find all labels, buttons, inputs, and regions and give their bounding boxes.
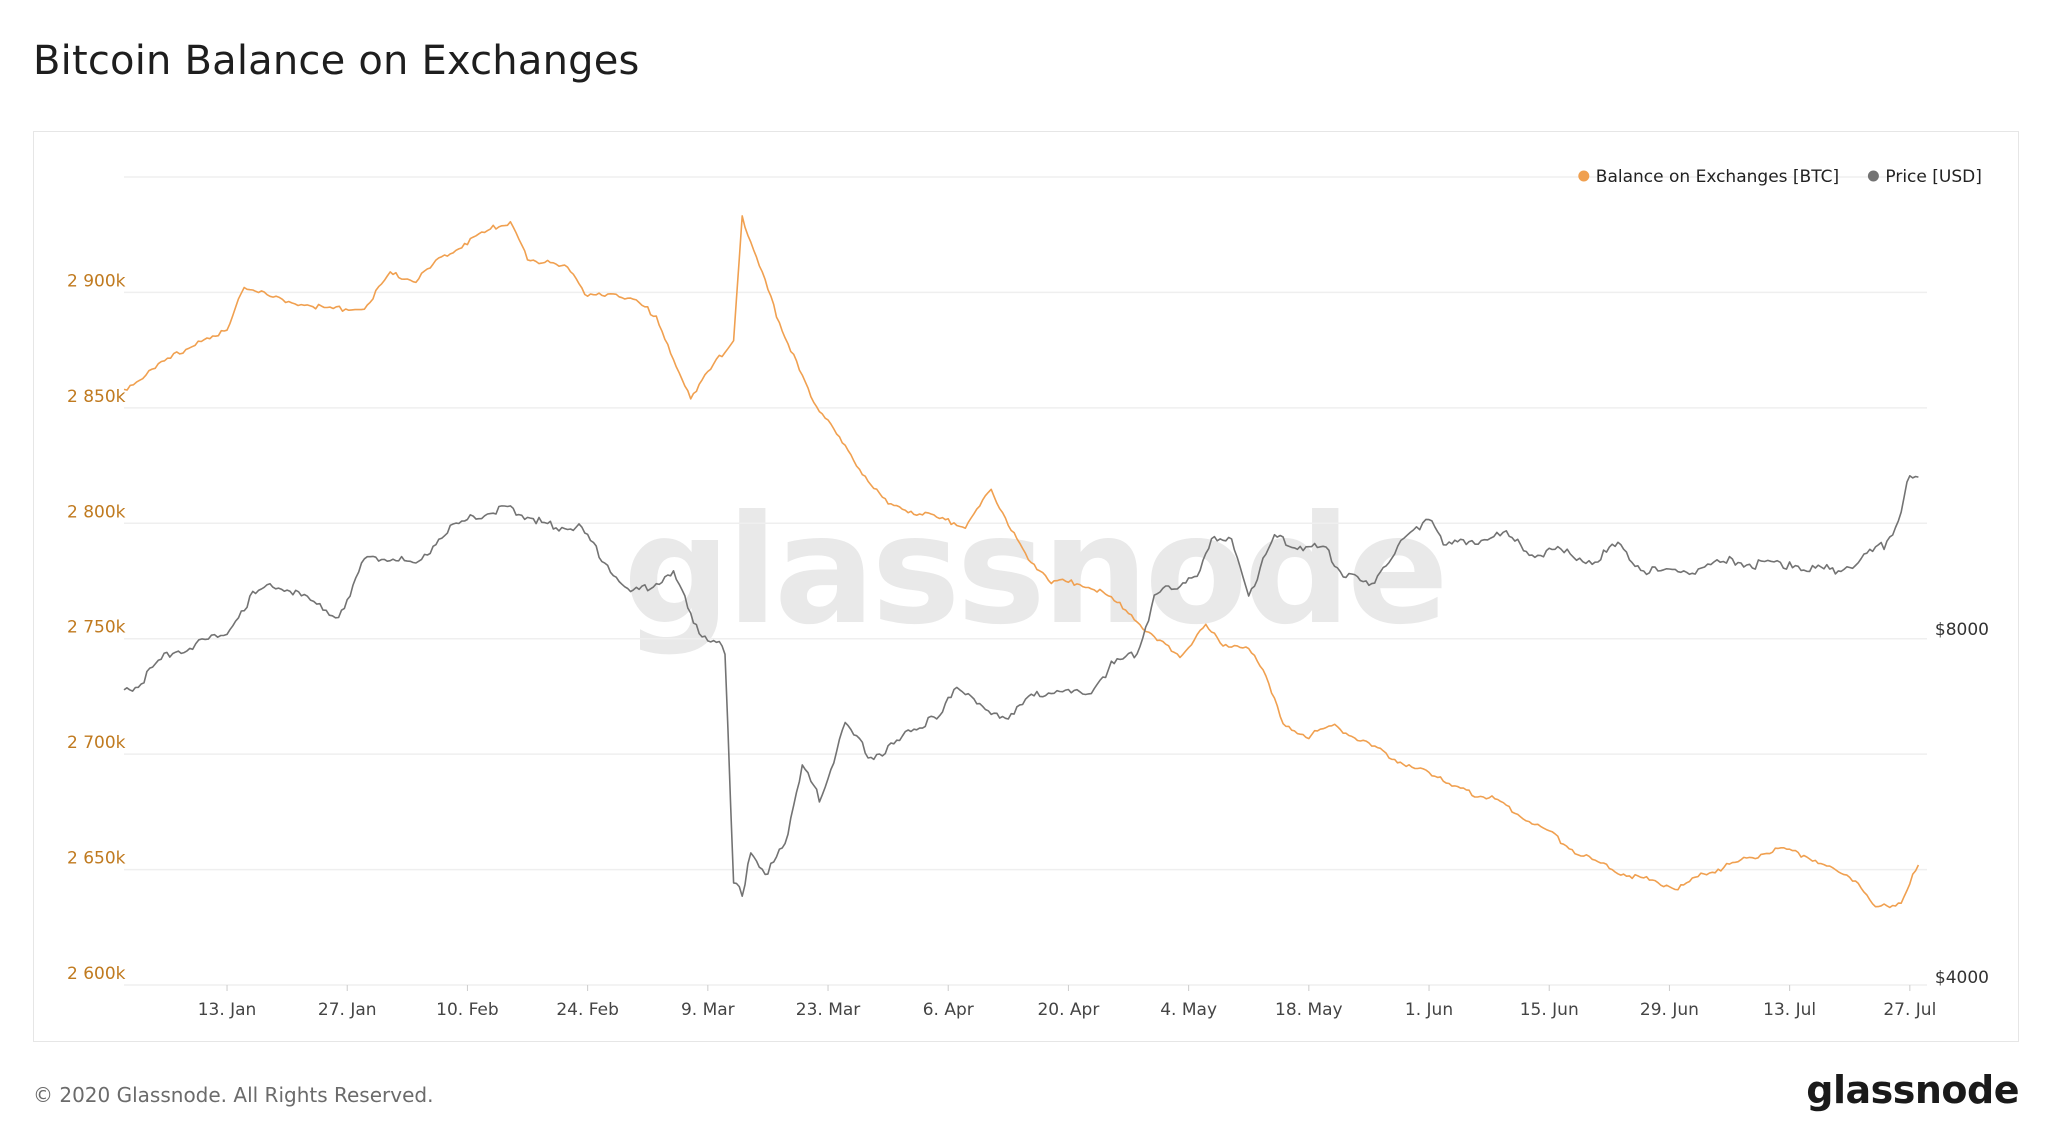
series-layer bbox=[123, 215, 1920, 909]
grid-lines bbox=[124, 176, 1927, 986]
legend-label: Price [USD] bbox=[1885, 167, 1981, 187]
chart-frame: glassnode 2 600k 2 650k 2 700k 2 750k 2 800k… bbox=[33, 131, 2019, 1042]
left-tick-label: 2 600k bbox=[67, 964, 126, 984]
left-tick-label: 2 700k bbox=[67, 733, 126, 753]
legend-dot bbox=[1578, 170, 1590, 182]
legend-item-balance[interactable]: Balance on Exchanges [BTC] bbox=[1578, 167, 1839, 187]
x-tick-label: 29. Jun bbox=[1640, 1000, 1699, 1020]
legend-item-price[interactable]: Price [USD] bbox=[1867, 167, 1982, 187]
right-axis: $4000 $8000 bbox=[1935, 620, 1989, 988]
legend[interactable]: Price [USD] Balance on Exchanges [BTC] bbox=[1578, 167, 1982, 187]
x-tick-label: 10. Feb bbox=[436, 1000, 499, 1020]
x-tick-label: 9. Mar bbox=[681, 1000, 735, 1020]
glassnode-logo[interactable]: glassnode bbox=[1806, 1068, 2019, 1112]
x-tick-label: 24. Feb bbox=[556, 1000, 619, 1020]
copyright-text: © 2020 Glassnode. All Rights Reserved. bbox=[33, 1083, 434, 1107]
left-axis: 2 600k 2 650k 2 700k 2 750k 2 800k 2 850k 2 90… bbox=[67, 271, 126, 984]
x-axis: 13. Jan 27. Jan 10. Feb 24. Feb 9. Mar 23. Ma… bbox=[198, 985, 1936, 1020]
balance-series-line bbox=[123, 215, 1920, 909]
x-tick-label: 13. Jul bbox=[1763, 1000, 1816, 1020]
x-tick-label: 4. May bbox=[1160, 1000, 1217, 1020]
x-tick-label: 27. Jul bbox=[1883, 1000, 1936, 1020]
x-tick-label: 20. Apr bbox=[1037, 1000, 1099, 1020]
x-tick-label: 18. May bbox=[1275, 1000, 1343, 1020]
left-tick-label: 2 750k bbox=[67, 618, 126, 638]
page-title: Bitcoin Balance on Exchanges bbox=[33, 38, 640, 84]
x-tick-label: 13. Jan bbox=[198, 1000, 257, 1020]
x-tick-label: 1. Jun bbox=[1405, 1000, 1453, 1020]
x-tick-label: 23. Mar bbox=[796, 1000, 861, 1020]
left-tick-label: 2 850k bbox=[67, 387, 126, 407]
legend-label: Balance on Exchanges [BTC] bbox=[1596, 167, 1839, 187]
right-tick-label: $8000 bbox=[1935, 620, 1989, 640]
x-tick-label: 15. Jun bbox=[1520, 1000, 1579, 1020]
chart-svg: glassnode 2 600k 2 650k 2 700k 2 750k 2 800k… bbox=[67, 167, 1989, 1020]
price-series-line bbox=[123, 475, 1919, 897]
x-tick-label: 6. Apr bbox=[923, 1000, 974, 1020]
watermark: glassnode bbox=[623, 484, 1445, 658]
x-tick-label: 27. Jan bbox=[318, 1000, 377, 1020]
right-tick-label: $4000 bbox=[1935, 968, 1989, 988]
left-tick-label: 2 900k bbox=[67, 271, 126, 291]
left-tick-label: 2 650k bbox=[67, 849, 126, 869]
legend-dot bbox=[1867, 170, 1879, 182]
left-tick-label: 2 800k bbox=[67, 502, 126, 522]
